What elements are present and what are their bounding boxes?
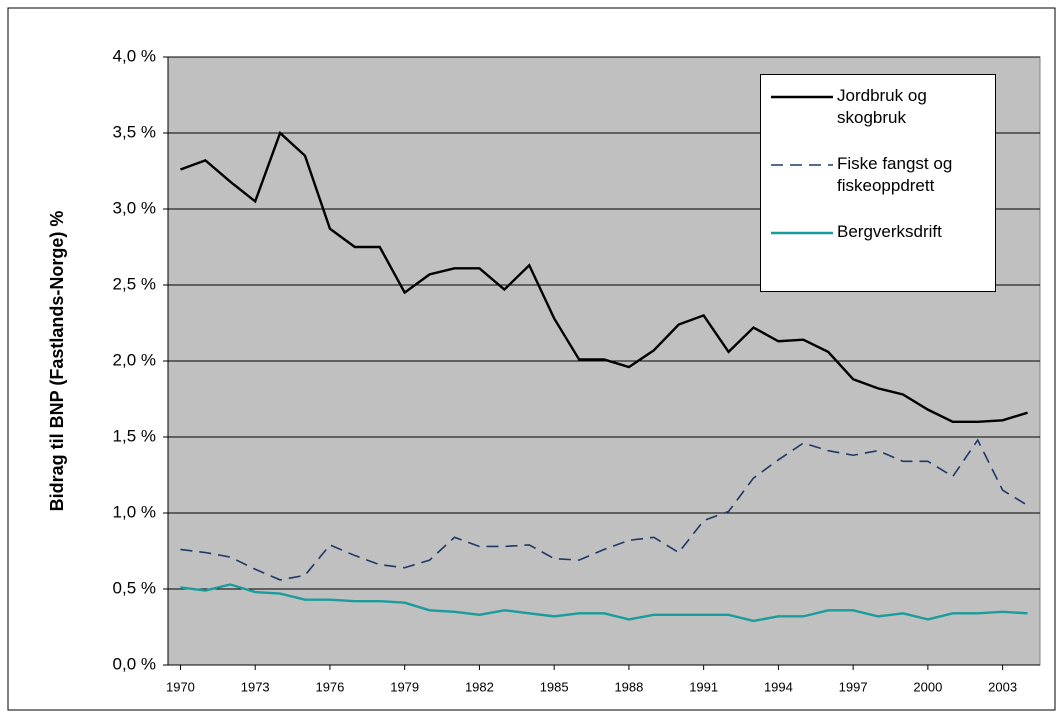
- x-tick-label: 1994: [764, 679, 793, 694]
- y-tick-label: 2,5 %: [113, 274, 156, 293]
- legend-entry: Bergverksdrift: [761, 219, 997, 279]
- legend-label: Fiske fangst og fiskeoppdrett: [837, 154, 953, 195]
- x-tick-label: 2000: [913, 679, 942, 694]
- y-tick-label: 0,5 %: [113, 578, 156, 597]
- legend-swatch: [771, 95, 833, 99]
- y-tick-label: 2,0 %: [113, 350, 156, 369]
- legend-label: Jordbruk og skogbruk: [837, 86, 927, 127]
- series-line: [180, 130, 1028, 423]
- x-tick-label: 1973: [241, 679, 270, 694]
- y-tick-label: 3,5 %: [113, 122, 156, 141]
- legend-label: Bergverksdrift: [837, 222, 942, 241]
- x-tick-label: 1976: [315, 679, 344, 694]
- x-tick-label: 1991: [689, 679, 718, 694]
- y-tick-label: 3,0 %: [113, 198, 156, 217]
- y-tick-label: 1,0 %: [113, 502, 156, 521]
- series-line: [180, 438, 1028, 581]
- legend: Jordbruk og skogbruk Fiske fangst og fisk…: [760, 74, 996, 292]
- x-tick-label: 1988: [614, 679, 643, 694]
- legend-entry: Fiske fangst og fiskeoppdrett: [761, 151, 997, 211]
- legend-swatch: [771, 231, 833, 235]
- x-tick-label: 1997: [839, 679, 868, 694]
- y-tick-label: 1,5 %: [113, 426, 156, 445]
- x-tick-label: 2003: [988, 679, 1017, 694]
- x-tick-label: 1985: [540, 679, 569, 694]
- y-axis-label: Bidrag til BNP (Fastlands-Norge) %: [47, 211, 67, 512]
- x-tick-label: 1970: [166, 679, 195, 694]
- x-tick-label: 1979: [390, 679, 419, 694]
- y-tick-label: 0,0 %: [113, 654, 156, 673]
- legend-entry: Jordbruk og skogbruk: [761, 83, 997, 143]
- series-line: [180, 583, 1028, 623]
- y-tick-label: 4,0 %: [113, 46, 156, 65]
- x-tick-label: 1982: [465, 679, 494, 694]
- legend-swatch: [771, 164, 833, 166]
